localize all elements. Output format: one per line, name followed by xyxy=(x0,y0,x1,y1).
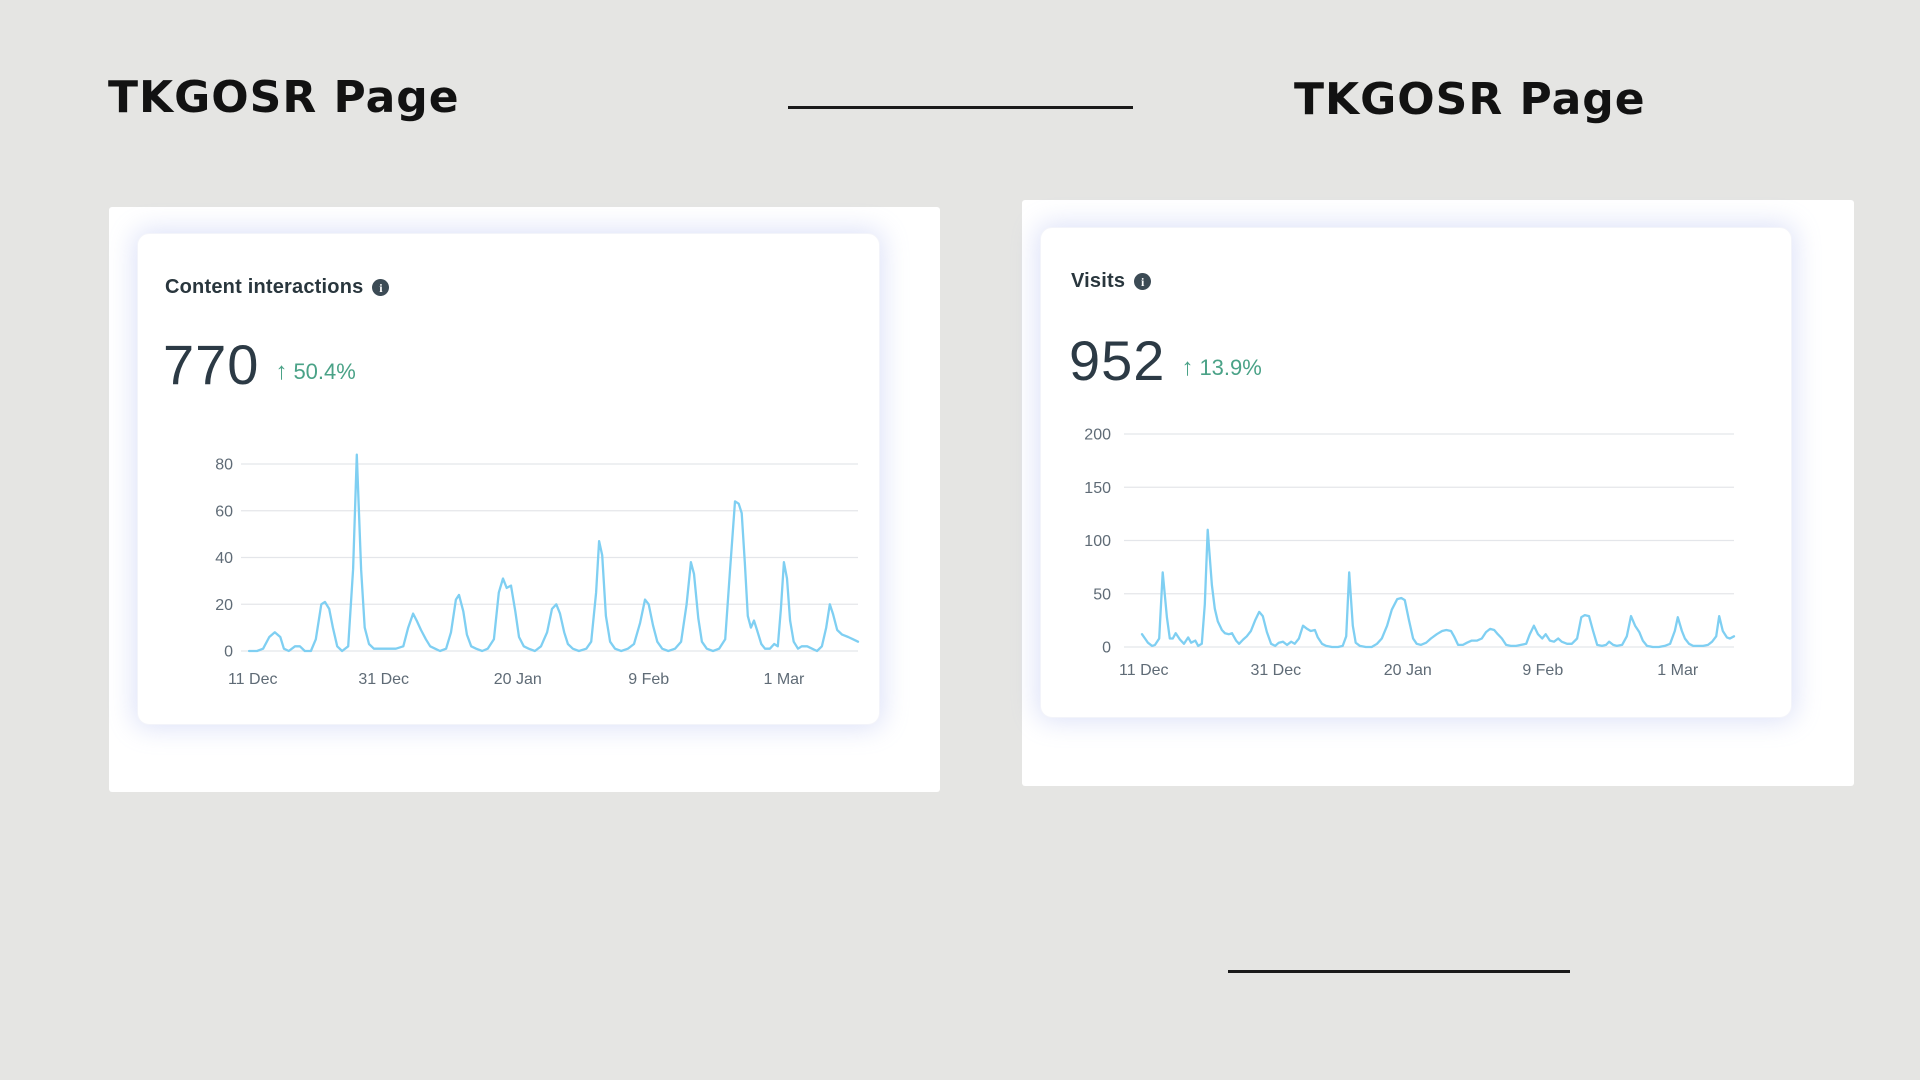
y-axis-tick-label: 100 xyxy=(1084,533,1111,550)
x-axis-tick-label: 31 Dec xyxy=(1250,662,1301,679)
visits-panel: Visits i 952 ↑ 13.9% 0 50 100 150 200 11 Dec 3… xyxy=(1040,227,1792,718)
content-interactions-card: Content interactions i 770 ↑ 50.4% 0 20 40… xyxy=(109,207,940,792)
content-interactions-series-line xyxy=(247,453,860,653)
x-axis-tick-label: 1 Mar xyxy=(763,671,805,688)
x-axis-tick-label: 11 Dec xyxy=(1119,662,1169,679)
y-axis-tick-label: 0 xyxy=(1102,640,1111,657)
x-axis-tick-label: 20 Jan xyxy=(1384,662,1432,679)
card-title-row: Content interactions i xyxy=(165,276,390,299)
x-axis-tick-label: 11 Dec xyxy=(228,671,278,688)
info-icon[interactable]: i xyxy=(1134,273,1152,290)
trend-percent: 13.9% xyxy=(1199,355,1262,380)
x-axis-tick-label: 9 Feb xyxy=(1522,662,1563,679)
card-title: Content interactions xyxy=(165,276,364,298)
trend-up-arrow-icon: ↑ xyxy=(1181,354,1194,381)
content-interactions-panel: Content interactions i 770 ↑ 50.4% 0 20 40… xyxy=(137,233,880,725)
y-axis-tick-label: 0 xyxy=(224,644,233,661)
y-axis-tick-label: 150 xyxy=(1084,480,1111,497)
metric-value: 770 xyxy=(163,333,260,396)
metric-value: 952 xyxy=(1069,329,1166,392)
x-axis-tick-label: 20 Jan xyxy=(494,671,542,688)
content-interactions-line-chart[interactable]: 0 20 40 60 80 11 Dec 31 Dec 20 Jan 9 Feb 1 Mar xyxy=(181,441,881,693)
x-axis-tick-label: 31 Dec xyxy=(358,671,409,688)
trend-badge: ↑ 50.4% xyxy=(275,359,355,388)
card-title-row: Visits i xyxy=(1071,270,1152,293)
trend-badge: ↑ 13.9% xyxy=(1181,355,1261,384)
y-axis-tick-label: 60 xyxy=(215,503,233,520)
x-axis-tick-label: 9 Feb xyxy=(628,671,669,688)
y-axis-tick-label: 50 xyxy=(1093,586,1111,603)
page-title-left: TKGOSR Page xyxy=(108,72,460,123)
metric-row: 952 ↑ 13.9% xyxy=(1069,329,1262,392)
x-axis-tick-label: 1 Mar xyxy=(1657,662,1699,679)
card-title: Visits xyxy=(1071,270,1126,292)
y-axis-tick-label: 200 xyxy=(1084,427,1111,444)
divider-line-top xyxy=(788,106,1133,109)
y-axis-tick-label: 80 xyxy=(215,457,233,474)
trend-percent: 50.4% xyxy=(293,359,356,384)
info-icon[interactable]: i xyxy=(372,279,390,296)
y-axis-tick-label: 40 xyxy=(215,550,233,567)
page-title-right: TKGOSR Page xyxy=(1294,74,1646,125)
visits-series-line xyxy=(1140,528,1736,649)
divider-line-bottom xyxy=(1228,970,1570,973)
metric-row: 770 ↑ 50.4% xyxy=(163,333,356,396)
visits-card: Visits i 952 ↑ 13.9% 0 50 100 150 200 11 Dec 3… xyxy=(1022,200,1854,786)
y-axis-tick-label: 20 xyxy=(215,597,233,614)
trend-up-arrow-icon: ↑ xyxy=(275,358,288,385)
visits-line-chart[interactable]: 0 50 100 150 200 11 Dec 31 Dec 20 Jan 9 Feb 1 Mar xyxy=(1077,411,1777,691)
